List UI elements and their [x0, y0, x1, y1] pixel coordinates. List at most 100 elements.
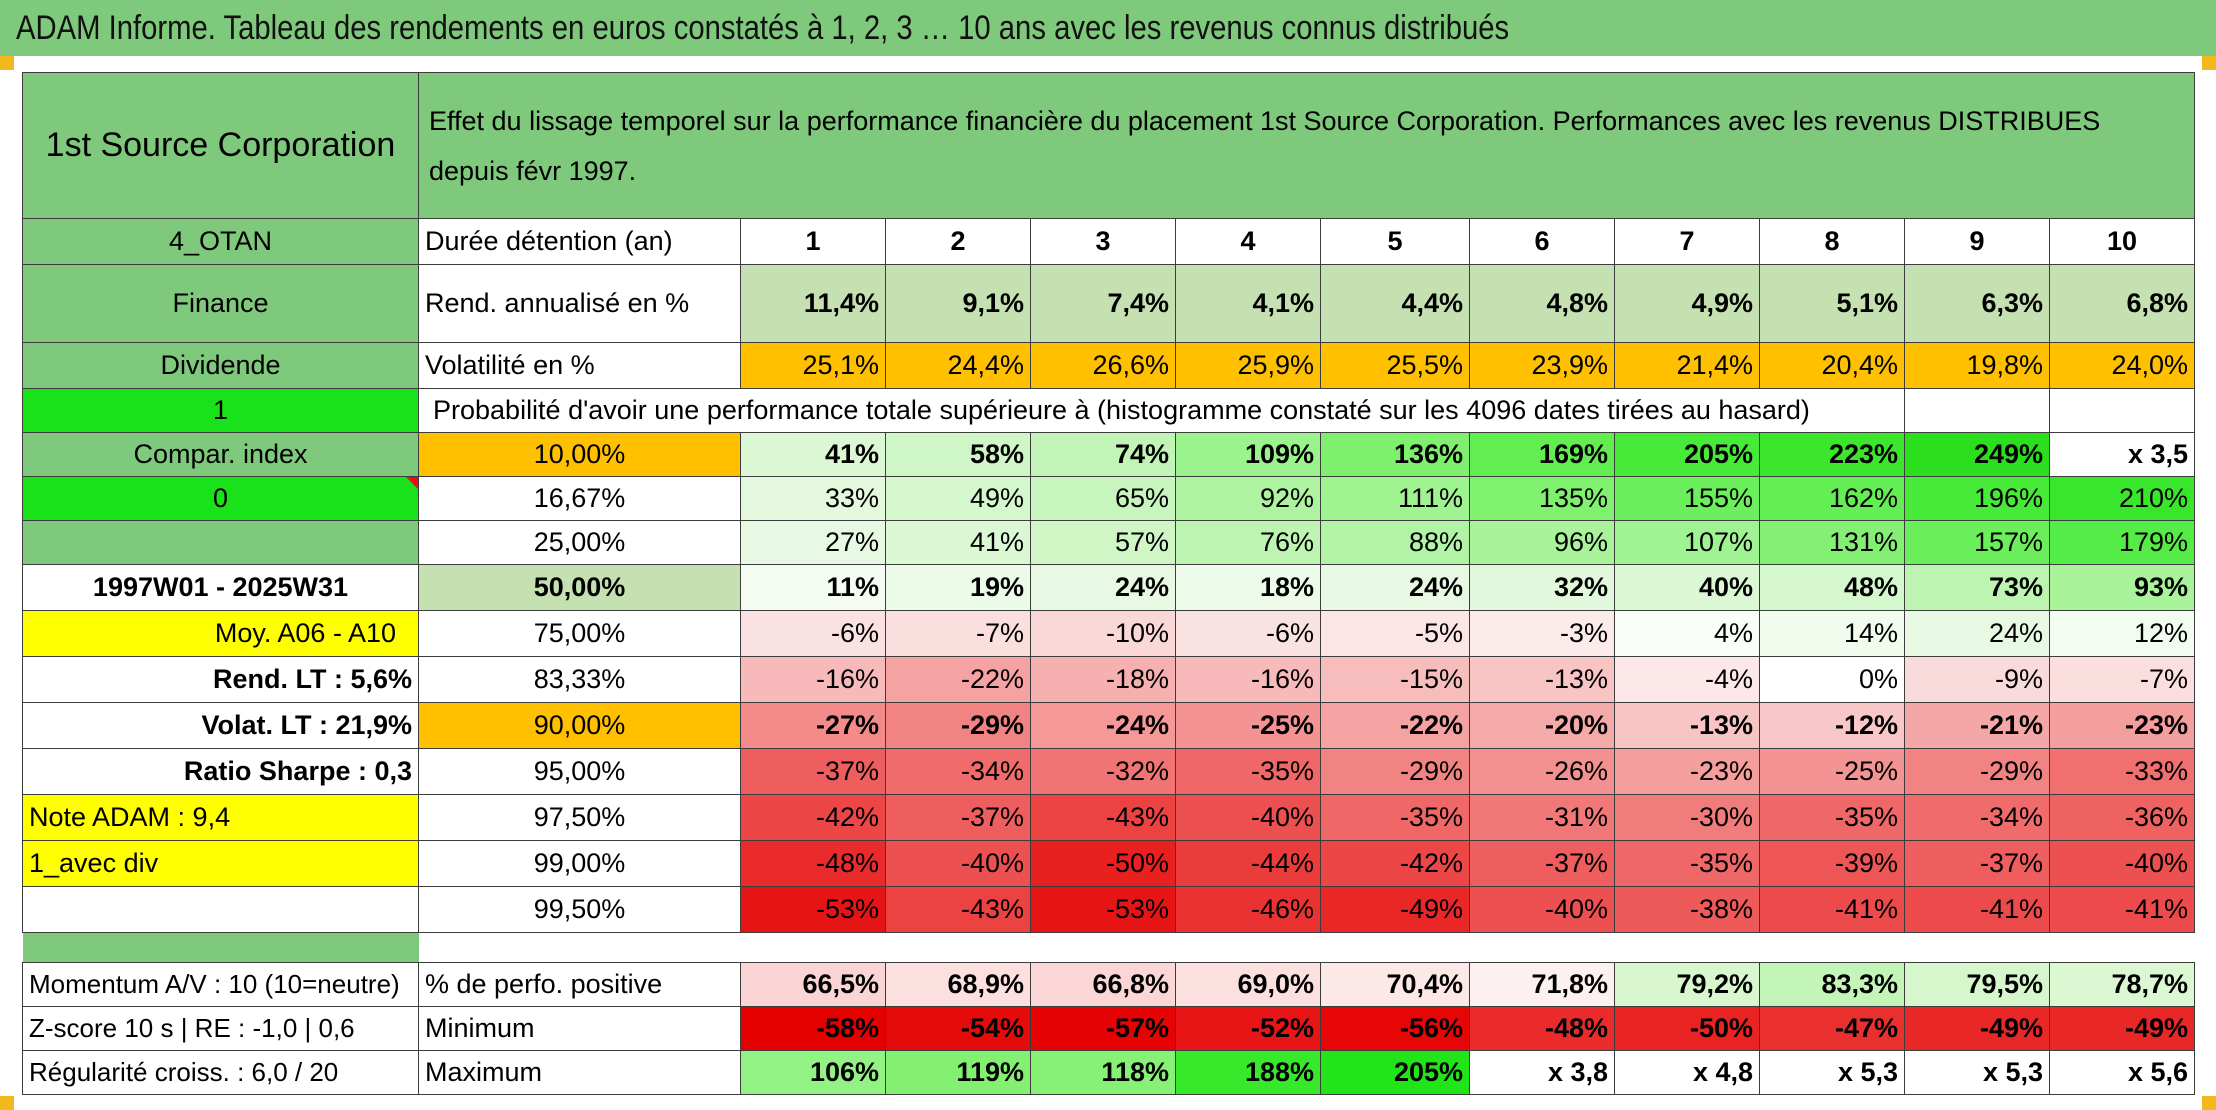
percentile-cell: 16,67% — [418, 476, 741, 521]
prob-value: -22% — [885, 656, 1031, 703]
regularite-cell: Régularité croiss. : 6,0 / 20 — [22, 1050, 419, 1095]
rend-value: 4,1% — [1175, 264, 1321, 343]
rend-value: 11,4% — [740, 264, 886, 343]
moy-cell: Moy. A06 - A10 — [22, 610, 419, 657]
sector-cell: Finance — [22, 264, 419, 343]
minimum-value: -54% — [885, 1006, 1031, 1051]
spacer-row — [22, 932, 2195, 963]
pct-pos-value: 66,5% — [740, 962, 886, 1007]
prob-value: 48% — [1759, 564, 1905, 611]
prob-value: 196% — [1904, 476, 2050, 521]
maximum-value: x 3,8 — [1469, 1050, 1615, 1095]
volat-value: 25,5% — [1320, 342, 1470, 389]
prob-value: -26% — [1469, 748, 1615, 795]
maximum-row: Régularité croiss. : 6,0 / 20 Maximum 10… — [22, 1050, 2195, 1095]
rend-value: 9,1% — [885, 264, 1031, 343]
minimum-value: -49% — [2049, 1006, 2195, 1051]
volat-row: Dividende Volatilité en % 25,1% 24,4% 26… — [22, 342, 2195, 389]
page-title: ADAM Informe. Tableau des rendements en … — [16, 9, 1510, 47]
prob-value: -18% — [1030, 656, 1176, 703]
prob-value: 14% — [1759, 610, 1905, 657]
prob-value: -4% — [1614, 656, 1760, 703]
pct-pos-row: Momentum A/V : 10 (10=neutre) % de perfo… — [22, 962, 2195, 1007]
prob-value: 0% — [1759, 656, 1905, 703]
empty-cell — [2049, 388, 2195, 433]
year-header: 10 — [2049, 218, 2195, 265]
prob-value: 205% — [1614, 432, 1760, 477]
prob-value: -24% — [1030, 702, 1176, 749]
prob-value: -35% — [1614, 840, 1760, 887]
prob-value: 41% — [740, 432, 886, 477]
year-header: 6 — [1469, 218, 1615, 265]
maximum-label: Maximum — [418, 1050, 741, 1095]
prob-value: 135% — [1469, 476, 1615, 521]
maximum-value: x 5,3 — [1759, 1050, 1905, 1095]
minimum-value: -56% — [1320, 1006, 1470, 1051]
pct-pos-value: 69,0% — [1175, 962, 1321, 1007]
prob-value: -37% — [1904, 840, 2050, 887]
year-header: 2 — [885, 218, 1031, 265]
percentile-cell: 99,50% — [418, 886, 741, 933]
returns-table: 1st Source Corporation Effet du lissage … — [22, 72, 2195, 1095]
percentile-cell: 50,00% — [418, 564, 741, 611]
prob-value: 131% — [1759, 520, 1905, 565]
prob-value: 76% — [1175, 520, 1321, 565]
prob-value: 109% — [1175, 432, 1321, 477]
prob-value: -39% — [1759, 840, 1905, 887]
percentile-cell: 95,00% — [418, 748, 741, 795]
prob-value: -16% — [1175, 656, 1321, 703]
prob-value: 24% — [1320, 564, 1470, 611]
prob-value: -37% — [885, 794, 1031, 841]
pct-pos-value: 66,8% — [1030, 962, 1176, 1007]
empty-green-cell — [22, 520, 419, 565]
prob-value: -37% — [740, 748, 886, 795]
prob-value: 73% — [1904, 564, 2050, 611]
prob-value: 107% — [1614, 520, 1760, 565]
rend-value: 6,3% — [1904, 264, 2050, 343]
prob-value: 88% — [1320, 520, 1470, 565]
year-header: 5 — [1320, 218, 1470, 265]
prob-value: -29% — [885, 702, 1031, 749]
percentile-cell: 97,50% — [418, 794, 741, 841]
prob-value: 65% — [1030, 476, 1176, 521]
rend-value: 4,8% — [1469, 264, 1615, 343]
compar-index-cell: Compar. index — [22, 432, 419, 477]
prob-value: -5% — [1320, 610, 1470, 657]
prob-value: -35% — [1320, 794, 1470, 841]
minimum-value: -47% — [1759, 1006, 1905, 1051]
empty-cell — [1904, 388, 2050, 433]
volat-value: 20,4% — [1759, 342, 1905, 389]
year-header: 4 — [1175, 218, 1321, 265]
prob-value: -21% — [1904, 702, 2050, 749]
volat-value: 25,9% — [1175, 342, 1321, 389]
prob-value: -16% — [740, 656, 886, 703]
percentile-cell: 90,00% — [418, 702, 741, 749]
prob-value: -30% — [1614, 794, 1760, 841]
prob-value: -15% — [1320, 656, 1470, 703]
pct-pos-value: 68,9% — [885, 962, 1031, 1007]
minimum-value: -58% — [740, 1006, 886, 1051]
variant-cell: 1_avec div — [22, 840, 419, 887]
pct-pos-label: % de perfo. positive — [418, 962, 741, 1007]
rend-value: 6,8% — [2049, 264, 2195, 343]
volat-value: 19,8% — [1904, 342, 2050, 389]
prob-value: -38% — [1614, 886, 1760, 933]
prob-value: 111% — [1320, 476, 1470, 521]
prob-value: 223% — [1759, 432, 1905, 477]
minimum-row: Z-score 10 s | RE : -1,0 | 0,6 Minimum -… — [22, 1006, 2195, 1051]
rend-lt-cell: Rend. LT : 5,6% — [22, 656, 419, 703]
momentum-cell: Momentum A/V : 10 (10=neutre) — [22, 962, 419, 1007]
prob-value: -13% — [1469, 656, 1615, 703]
prob-value: -34% — [1904, 794, 2050, 841]
volat-lt-cell: Volat. LT : 21,9% — [22, 702, 419, 749]
prob-value: 27% — [740, 520, 886, 565]
prob-value: -40% — [2049, 840, 2195, 887]
year-header: 1 — [740, 218, 886, 265]
year-header: 3 — [1030, 218, 1176, 265]
prob-value: 18% — [1175, 564, 1321, 611]
prob-value: 4% — [1614, 610, 1760, 657]
maximum-value: x 5,6 — [2049, 1050, 2195, 1095]
year-header: 7 — [1614, 218, 1760, 265]
rend-value: 7,4% — [1030, 264, 1176, 343]
title-bar: ADAM Informe. Tableau des rendements en … — [0, 0, 2216, 56]
